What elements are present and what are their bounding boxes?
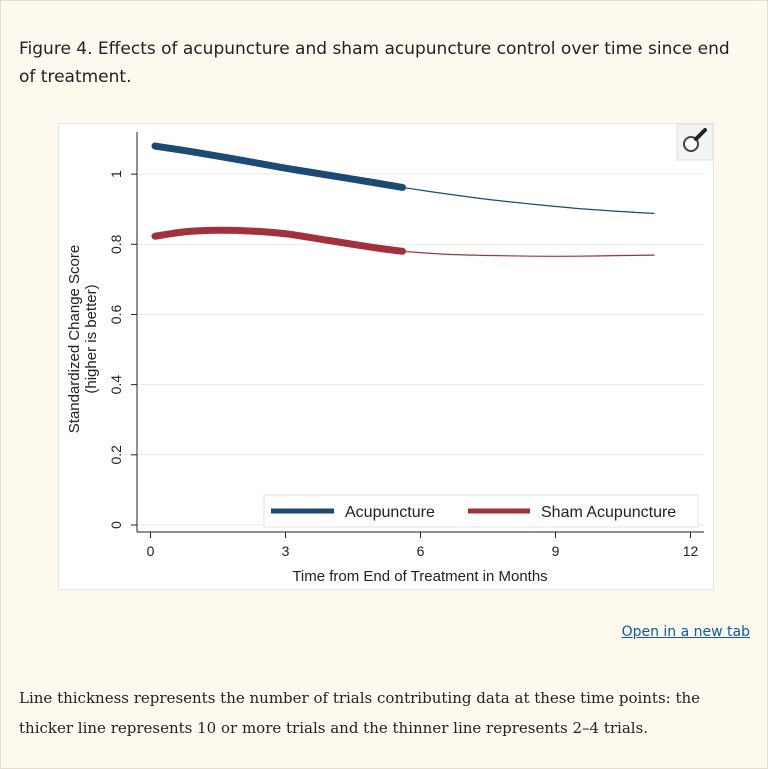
axes: 0 0.2 0.4 0.6 0.8 1 0 3 6 9 12: [108, 132, 704, 559]
y-tick-label: 0.6: [108, 305, 124, 325]
series-lines: [151, 142, 655, 257]
y-tick-label: 0.2: [108, 445, 124, 465]
y-axis-title: Standardized Change Score: [66, 245, 83, 433]
magnifier-icon[interactable]: [676, 123, 714, 161]
figure-title: Figure 4. Effects of acupuncture and sha…: [19, 39, 730, 87]
y-tick-label: 0.4: [108, 375, 124, 395]
x-tick-label: 9: [552, 543, 560, 559]
x-tick-label: 0: [147, 543, 155, 559]
legend-label-acupuncture: Acupuncture: [345, 504, 435, 521]
chart-legend: Acupuncture Sham Acupuncture: [263, 494, 699, 528]
chart-container: 0 0.2 0.4 0.6 0.8 1 0 3 6 9 12 Acupuncture Sham Ac…: [58, 123, 714, 590]
series-line-acupuncture-thin: [402, 186, 655, 214]
series-line-acupuncture-thick: [151, 142, 406, 191]
x-tick-label: 3: [282, 543, 290, 559]
y-tick-label: 1: [108, 170, 124, 178]
y-axis-subtitle: (higher is better): [83, 284, 100, 393]
x-tick-label: 12: [683, 543, 699, 559]
x-tick-label: 6: [417, 543, 425, 559]
y-tick-label: 0: [108, 521, 124, 529]
figure-footnote: Line thickness represents the number of …: [19, 689, 701, 737]
series-line-sham-acupuncture-thick: [151, 226, 406, 255]
x-axis-title: Time from End of Treatment in Months: [292, 568, 547, 585]
line-chart: 0 0.2 0.4 0.6 0.8 1 0 3 6 9 12 Acupuncture Sham Ac…: [66, 123, 714, 585]
legend-label-sham: Sham Acupuncture: [541, 504, 676, 521]
y-tick-label: 0.8: [108, 234, 124, 254]
series-line-sham-acupuncture-thin: [402, 250, 655, 257]
open-in-new-tab-link[interactable]: Open in a new tab: [621, 624, 750, 640]
